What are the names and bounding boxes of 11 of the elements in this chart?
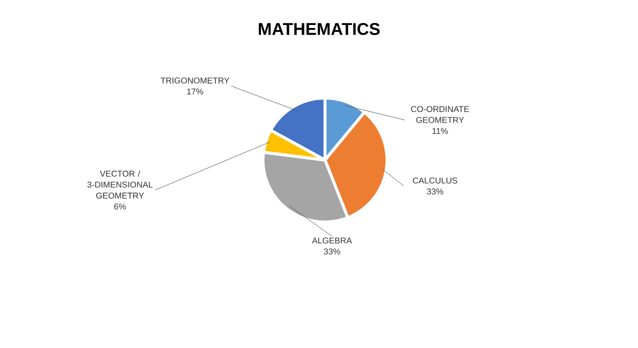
slice-label: VECTOR / 3-DIMENSIONAL GEOMETRY (87, 170, 153, 199)
data-label: 33% (324, 248, 340, 254)
slice-label: CALCULUS (412, 178, 458, 184)
data-label: 33% (426, 188, 444, 194)
chart-title: MATHEMATICS (258, 22, 380, 35)
data-label: 17% (187, 88, 204, 94)
slice-label: CO-ORDINATE GEOMETRY (411, 106, 469, 124)
slice-label: TRIGONOMETRY (160, 78, 230, 84)
data-label: 6% (114, 204, 126, 210)
slice-label: ALGEBRA (312, 238, 352, 244)
data-label: 11% (432, 128, 448, 134)
